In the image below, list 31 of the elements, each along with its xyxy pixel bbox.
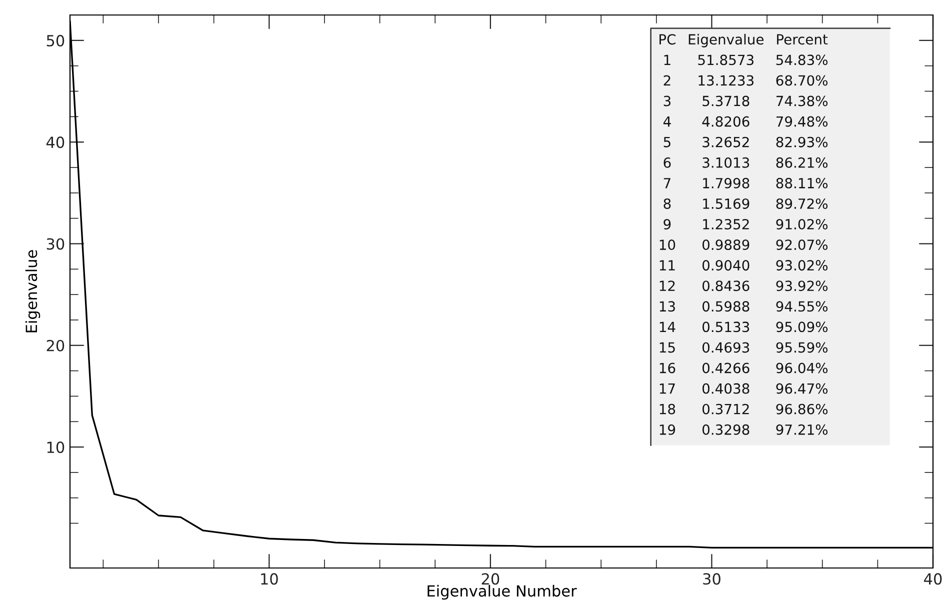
y-tick-label: 10: [47, 441, 64, 454]
text: 16 0.4266 96.04%: [660, 362, 828, 374]
text: 6 3.1013 86.21%: [664, 157, 828, 168]
x-tick-label: 20: [482, 573, 500, 585]
text: 15 0.4693 95.59%: [660, 342, 828, 353]
y-tick-label: 40: [46, 136, 64, 148]
text: 17 0.4038 96.47%: [660, 383, 828, 394]
x-axis-title: Eigenvalue Number: [428, 584, 577, 600]
text: 5 3.2652 82.93%: [664, 136, 828, 148]
text: 7 1.7998 88.11%: [664, 178, 828, 188]
text: 1 51.8573 54.83%: [664, 54, 828, 66]
x-tick-label: 10: [261, 573, 278, 585]
text: 4 4.8206 79.48%: [663, 116, 828, 127]
text: 10 0.9889 92.07%: [660, 240, 828, 250]
text: 8 1.5169 89.72%: [664, 198, 828, 209]
y-tick-label: 50: [46, 34, 64, 46]
text: 2 13.1233 68.70%: [664, 75, 828, 86]
text: 19 0.3298 97.21%: [660, 424, 828, 435]
text: 14 0.5133 95.09%: [660, 322, 828, 332]
text: 13 0.5988 94.55%: [660, 301, 828, 312]
text: 12 0.8436 93.92%: [660, 280, 828, 292]
text: 11 0.9040 93.02%: [660, 260, 828, 271]
text: 3 5.3718 74.38%: [664, 96, 828, 106]
text: 18 0.3712 96.86%: [660, 404, 828, 414]
x-tick-label: 30: [703, 573, 720, 585]
x-tick-label: 40: [924, 573, 942, 585]
text: 9 1.2352 91.02%: [664, 218, 828, 230]
annotation: PC Eigenvalue Percent: [660, 34, 828, 48]
y-axis-title: Eigenvalue: [25, 250, 40, 332]
y-tick-label: 20: [46, 340, 64, 352]
y-tick-label: 30: [46, 238, 64, 250]
